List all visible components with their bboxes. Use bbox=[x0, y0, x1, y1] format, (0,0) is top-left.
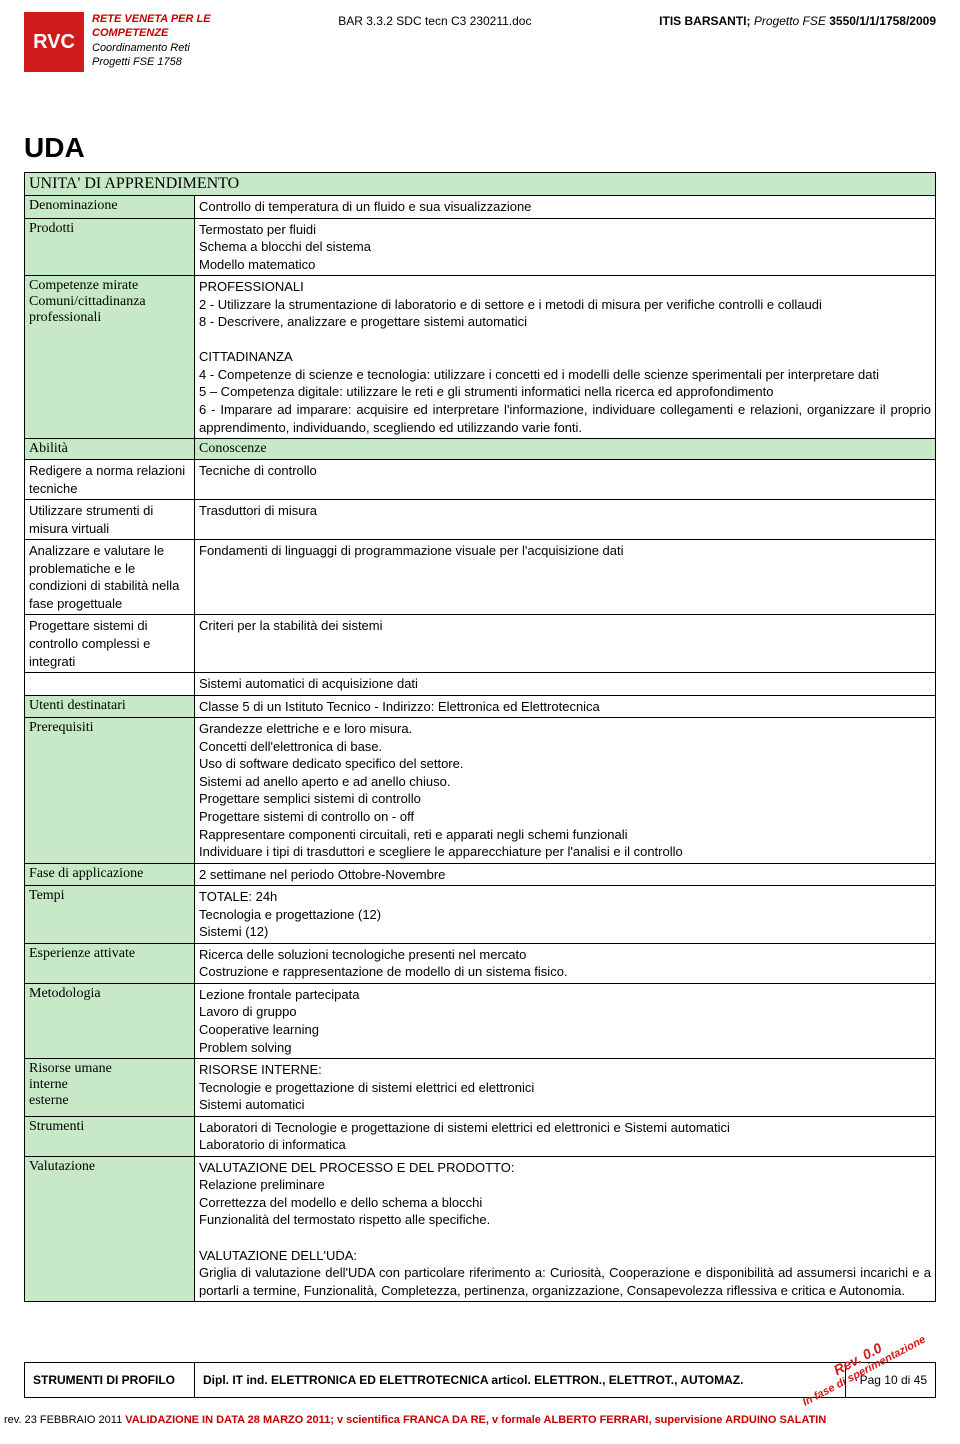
label-strumenti: Strumenti bbox=[25, 1116, 195, 1156]
ac-row: Progettare sistemi di controllo compless… bbox=[25, 615, 936, 673]
page: RVC RETE VENETA PER LE COMPETENZE Coordi… bbox=[24, 12, 936, 1426]
val-fase: 2 settimane nel periodo Ottobre-Novembre bbox=[195, 863, 936, 886]
abilita-cell: Analizzare e valutare le problematiche e… bbox=[25, 540, 195, 615]
page-title: UDA bbox=[24, 132, 936, 164]
footer-table: STRUMENTI DI PROFILO Dipl. IT ind. ELETT… bbox=[24, 1362, 936, 1398]
val-metodologia: Lezione frontale partecipata Lavoro di g… bbox=[195, 983, 936, 1058]
header-abilita: Abilità bbox=[25, 439, 195, 460]
abilita-cell: Utilizzare strumenti di misura virtuali bbox=[25, 500, 195, 540]
label-denominazione: Denominazione bbox=[25, 196, 195, 219]
revision-line: rev. 23 FEBBRAIO 2011 VALIDAZIONE IN DAT… bbox=[4, 1414, 936, 1426]
proj-inst: ITIS BARSANTI; bbox=[659, 14, 754, 28]
footer-left: STRUMENTI DI PROFILO bbox=[25, 1363, 195, 1398]
label-metodologia: Metodologia bbox=[25, 983, 195, 1058]
proj-code: 3550/1/1/1758/2009 bbox=[829, 14, 936, 28]
abilita-cell: Progettare sistemi di controllo compless… bbox=[25, 615, 195, 673]
table-title: UNITA' DI APPRENDIMENTO bbox=[25, 173, 936, 196]
val-tempi: TOTALE: 24h Tecnologia e progettazione (… bbox=[195, 886, 936, 944]
conoscenze-cell: Fondamenti di linguaggi di programmazion… bbox=[195, 540, 936, 615]
ac-row: Utilizzare strumenti di misura virtuali … bbox=[25, 500, 936, 540]
label-utenti: Utenti destinatari bbox=[25, 695, 195, 718]
label-esperienze: Esperienze attivate bbox=[25, 943, 195, 983]
val-competenze: PROFESSIONALI 2 - Utilizzare la strument… bbox=[195, 276, 936, 439]
footer-right: Pag 10 di 45 bbox=[846, 1363, 936, 1398]
doc-header: RVC RETE VENETA PER LE COMPETENZE Coordi… bbox=[24, 12, 936, 72]
label-tempi: Tempi bbox=[25, 886, 195, 944]
val-risorse: RISORSE INTERNE: Tecnologie e progettazi… bbox=[195, 1059, 936, 1117]
conoscenze-cell: Criteri per la stabilità dei sistemi bbox=[195, 615, 936, 673]
conoscenze-cell: Sistemi automatici di acquisizione dati bbox=[195, 673, 936, 696]
logo-line1: RETE VENETA PER LE bbox=[92, 12, 211, 26]
footer-mid: Dipl. IT ind. ELETTRONICA ED ELETTROTECN… bbox=[195, 1363, 846, 1398]
logo-block: RVC RETE VENETA PER LE COMPETENZE Coordi… bbox=[24, 12, 211, 72]
val-valutazione: VALUTAZIONE DEL PROCESSO E DEL PRODOTTO:… bbox=[195, 1156, 936, 1301]
conoscenze-cell: Trasduttori di misura bbox=[195, 500, 936, 540]
label-prerequisiti: Prerequisiti bbox=[25, 718, 195, 863]
proj-label: Progetto FSE bbox=[754, 14, 829, 28]
rev-date: rev. 23 FEBBRAIO 2011 bbox=[4, 1414, 125, 1426]
val-denominazione: Controllo di temperatura di un fluido e … bbox=[195, 196, 936, 219]
label-risorse: Risorse umane interne esterne bbox=[25, 1059, 195, 1117]
abilita-cell: Redigere a norma relazioni tecniche bbox=[25, 460, 195, 500]
ac-row: Sistemi automatici di acquisizione dati bbox=[25, 673, 936, 696]
ac-row: Redigere a norma relazioni tecniche Tecn… bbox=[25, 460, 936, 500]
logo-line2: COMPETENZE bbox=[92, 26, 211, 40]
logo-icon: RVC bbox=[24, 12, 84, 72]
label-competenze: Competenze mirate Comuni/cittadinanza pr… bbox=[25, 276, 195, 439]
rev-validation: VALIDAZIONE IN DATA 28 MARZO 2011; v sci… bbox=[125, 1414, 826, 1426]
label-fase: Fase di applicazione bbox=[25, 863, 195, 886]
doc-ref: BAR 3.3.2 SDC tecn C3 230211.doc bbox=[223, 12, 648, 28]
header-conoscenze: Conoscenze bbox=[195, 439, 936, 460]
val-strumenti: Laboratori di Tecnologie e progettazione… bbox=[195, 1116, 936, 1156]
uda-table: UNITA' DI APPRENDIMENTO Denominazione Co… bbox=[24, 172, 936, 1302]
val-prerequisiti: Grandezze elettriche e e loro misura. Co… bbox=[195, 718, 936, 863]
logo-text: RETE VENETA PER LE COMPETENZE Coordiname… bbox=[92, 12, 211, 72]
ac-row: Analizzare e valutare le problematiche e… bbox=[25, 540, 936, 615]
abilita-cell bbox=[25, 673, 195, 696]
conoscenze-cell: Tecniche di controllo bbox=[195, 460, 936, 500]
label-prodotti: Prodotti bbox=[25, 218, 195, 276]
logo-line3: Coordinamento Reti bbox=[92, 41, 211, 55]
val-utenti: Classe 5 di un Istituto Tecnico - Indiri… bbox=[195, 695, 936, 718]
val-esperienze: Ricerca delle soluzioni tecnologiche pre… bbox=[195, 943, 936, 983]
label-valutazione: Valutazione bbox=[25, 1156, 195, 1301]
logo-line4: Progetti FSE 1758 bbox=[92, 55, 211, 69]
val-prodotti: Termostato per fluidi Schema a blocchi d… bbox=[195, 218, 936, 276]
doc-project: ITIS BARSANTI; Progetto FSE 3550/1/1/175… bbox=[659, 12, 936, 28]
